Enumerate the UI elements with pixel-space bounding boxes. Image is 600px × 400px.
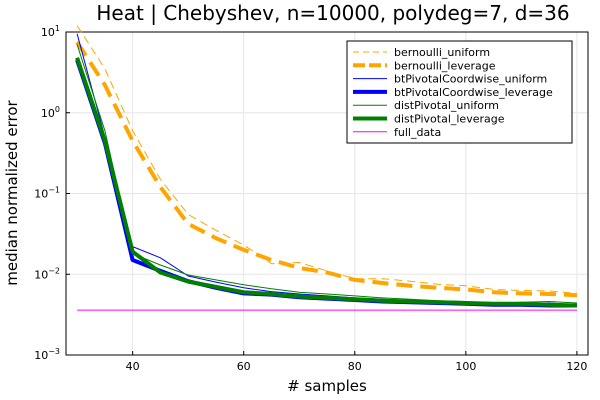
- y-tick-exponent: −2: [48, 266, 60, 275]
- x-tick-label: 80: [348, 360, 362, 373]
- x-axis-label: # samples: [287, 377, 367, 395]
- x-tick-label: 100: [455, 360, 476, 373]
- legend-entry-label: bernoulli_uniform: [394, 46, 490, 59]
- y-tick-base: 10: [41, 107, 55, 120]
- legend: bernoulli_uniformbernoulli_leveragebtPiv…: [346, 40, 573, 144]
- chart-title: Heat | Chebyshev, n=10000, polydeg=7, d=…: [96, 1, 569, 25]
- y-tick-label: 100: [41, 105, 60, 120]
- y-tick-exponent: −1: [48, 186, 60, 195]
- legend-entry-label: bernoulli_leverage: [394, 59, 496, 72]
- series-line-bernoulli-leverage: [75, 41, 577, 298]
- y-tick-label: 101: [41, 24, 60, 39]
- legend-entry-label: btPivotalCoordwise_uniform: [394, 73, 547, 86]
- y-tick-base: 10: [34, 268, 48, 281]
- y-axis-label: median normalized error: [3, 99, 21, 285]
- series-line-distPivotal-leverage: [75, 57, 577, 308]
- y-tick-label: 10−1: [34, 186, 60, 201]
- y-tick-label: 10−2: [34, 266, 60, 281]
- y-tick-exponent: 0: [55, 105, 60, 114]
- x-tick-label: 60: [237, 360, 251, 373]
- y-tick-base: 10: [34, 188, 48, 201]
- legend-entry-label: distPivotal_uniform: [394, 99, 499, 112]
- y-tick-exponent: −3: [48, 347, 60, 356]
- y-tick-base: 10: [41, 26, 55, 39]
- legend-entry-label: distPivotal_leverage: [394, 113, 505, 126]
- series-lines: [75, 25, 577, 311]
- series-line-bernoulli-uniform: [76, 25, 577, 294]
- y-tick-base: 10: [34, 349, 48, 362]
- y-tick-label: 10−3: [34, 347, 60, 362]
- y-tick-exponent: 1: [55, 24, 60, 33]
- legend-entry-label: btPivotalCoordwise_leverage: [394, 86, 553, 99]
- x-tick-label: 40: [126, 360, 140, 373]
- x-tick-label: 120: [566, 360, 587, 373]
- legend-entry-label: full_data: [394, 126, 441, 139]
